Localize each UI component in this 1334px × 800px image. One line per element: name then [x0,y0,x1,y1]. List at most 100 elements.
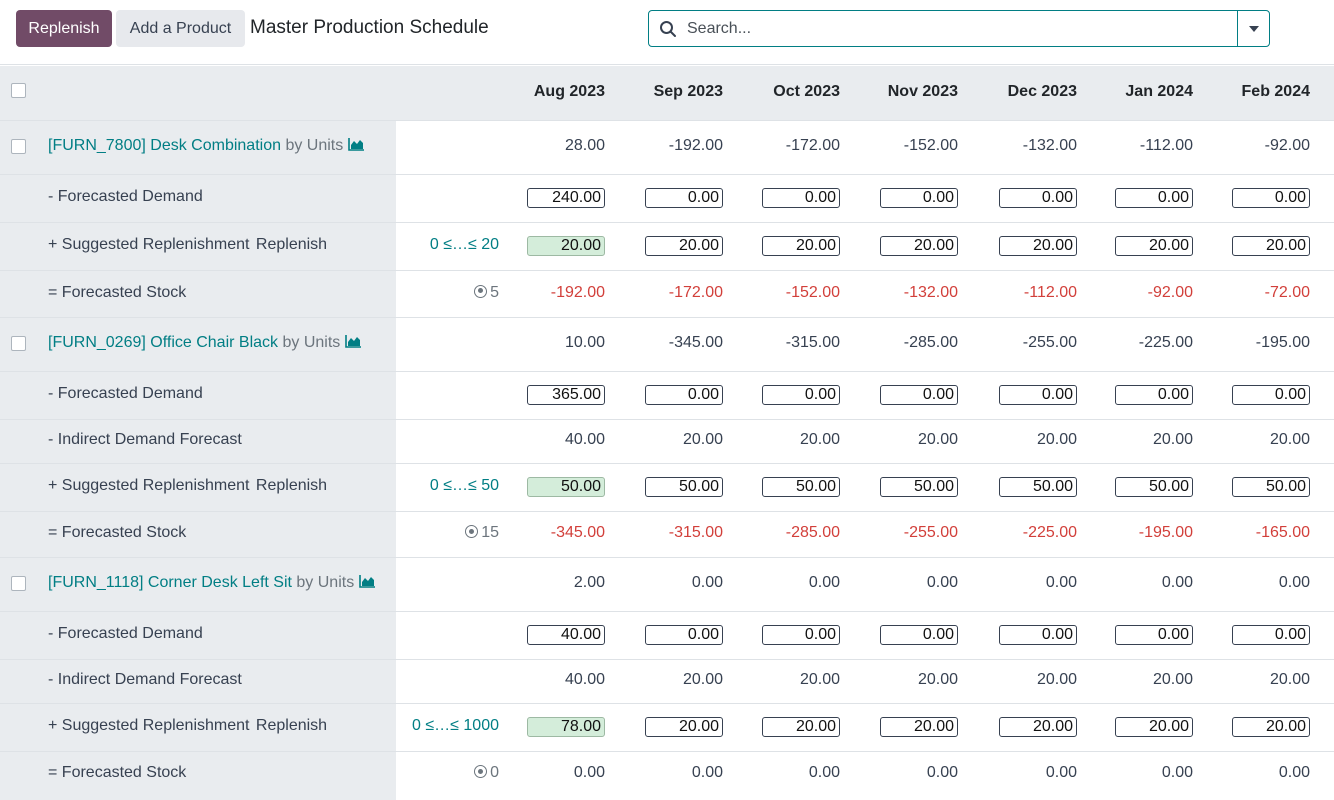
forecasted-demand-input[interactable]: 0.00 [880,188,958,208]
stock-value: -195.00 [1255,334,1310,351]
product-link[interactable]: [FURN_0269] Office Chair Black [48,334,279,351]
month-header: Aug 2023 [533,83,605,100]
row-separator [0,703,1334,704]
product-checkbox[interactable] [11,576,26,591]
replenishment-input[interactable]: 78.00 [527,717,605,737]
replenish-link[interactable]: Replenish [255,477,328,494]
search-input[interactable]: Search... [687,20,752,37]
forecasted-demand-input[interactable]: 0.00 [645,385,723,405]
product-checkbox[interactable] [11,336,26,351]
stock-value: -345.00 [668,334,723,351]
replenishment-input[interactable]: 20.00 [1232,236,1310,256]
replenishment-input[interactable]: 20.00 [645,717,723,737]
add-product-button[interactable]: Add a Product [116,10,245,47]
forecasted-stock-value: -132.00 [903,283,958,301]
replenishment-input[interactable]: 50.00 [999,477,1077,497]
forecasted-demand-input[interactable]: 0.00 [999,625,1077,645]
forecasted-demand-input[interactable]: 0.00 [762,385,840,405]
forecasted-stock-value: 0.00 [808,764,840,781]
forecasted-stock-value: -192.00 [550,283,605,301]
indirect-demand-value: 40.00 [564,431,605,448]
forecasted-demand-input[interactable]: 0.00 [762,625,840,645]
suggested-replenishment-text: + Suggested Replenishment [48,717,250,734]
forecasted-demand-input[interactable]: 0.00 [645,625,723,645]
row-separator [0,419,1334,420]
forecasted-demand-input[interactable]: 0.00 [1115,188,1193,208]
indirect-demand-value: 20.00 [1152,671,1193,688]
select-all-checkbox[interactable] [11,83,26,98]
forecasted-stock-value: -195.00 [1138,524,1193,541]
area-chart-icon[interactable] [348,137,365,151]
replenishment-input[interactable]: 50.00 [762,477,840,497]
indirect-demand-value: 20.00 [799,431,840,448]
replenishment-input[interactable]: 20.00 [999,717,1077,737]
replenishment-input[interactable]: 50.00 [1115,477,1193,497]
replenishment-input[interactable]: 50.00 [527,477,605,497]
forecasted-demand-input[interactable]: 40.00 [527,625,605,645]
row-separator [0,222,1334,223]
replenishment-input[interactable]: 20.00 [880,717,958,737]
product-name: [FURN_7800] Desk Combination by Units [48,137,365,155]
replenishment-input[interactable]: 20.00 [1232,717,1310,737]
forecasted-stock-value: 0.00 [1161,764,1193,781]
replenish-link[interactable]: Replenish [255,236,328,253]
row-separator [0,511,1334,512]
row-separator [0,371,1334,372]
forecasted-demand-label: - Forecasted Demand [48,385,203,402]
forecasted-demand-input[interactable]: 0.00 [1115,385,1193,405]
suggested-replenishment-text: + Suggested Replenishment [48,236,250,253]
indirect-demand-value: 20.00 [917,431,958,448]
stock-value: 0.00 [1161,574,1193,591]
search-icon [660,21,676,37]
forecasted-demand-input[interactable]: 0.00 [1232,188,1310,208]
forecasted-demand-input[interactable]: 0.00 [880,385,958,405]
indirect-demand-value: 20.00 [1152,431,1193,448]
product-link[interactable]: [FURN_1118] Corner Desk Left Sit [48,574,292,591]
replenish-range[interactable]: 0 ≤…≤ 20 [429,236,499,253]
stock-value: 2.00 [573,574,605,591]
forecasted-demand-input[interactable]: 0.00 [880,625,958,645]
replenishment-input[interactable]: 20.00 [527,236,605,256]
stock-value: 0.00 [808,574,840,591]
product-name: [FURN_0269] Office Chair Black by Units [48,334,362,352]
replenishment-input[interactable]: 50.00 [1232,477,1310,497]
replenish-range[interactable]: 0 ≤…≤ 50 [429,477,499,494]
indirect-demand-label: - Indirect Demand Forecast [48,431,242,448]
replenishment-input[interactable]: 50.00 [645,477,723,497]
stock-value: -315.00 [785,334,840,351]
forecasted-demand-input[interactable]: 0.00 [1115,625,1193,645]
replenishment-input[interactable]: 20.00 [1115,236,1193,256]
row-separator [0,270,1334,271]
search-bar[interactable]: Search... [648,10,1270,47]
replenish-button[interactable]: Replenish [16,10,112,47]
control-panel: Replenish Add a Product Master Productio… [0,0,1334,65]
forecasted-demand-input[interactable]: 0.00 [999,385,1077,405]
forecasted-stock-value: 0.00 [926,764,958,781]
search-options-toggle[interactable] [1237,11,1269,46]
replenishment-input[interactable]: 20.00 [645,236,723,256]
product-uom: by Units [282,334,341,351]
target-icon [465,525,479,538]
safety-stock: 5 [474,284,499,302]
forecasted-demand-input[interactable]: 365.00 [527,385,605,405]
area-chart-icon[interactable] [359,574,376,588]
forecasted-demand-input[interactable]: 0.00 [999,188,1077,208]
forecasted-demand-input[interactable]: 0.00 [1232,385,1310,405]
forecasted-stock-value: -225.00 [1022,524,1077,541]
product-link[interactable]: [FURN_7800] Desk Combination [48,137,281,154]
replenish-range[interactable]: 0 ≤…≤ 1000 [412,717,499,734]
replenish-link[interactable]: Replenish [255,717,328,734]
forecasted-demand-input[interactable]: 0.00 [1232,625,1310,645]
forecasted-demand-input[interactable]: 0.00 [645,188,723,208]
replenishment-input[interactable]: 20.00 [762,717,840,737]
forecasted-stock-value: -152.00 [785,283,840,301]
forecasted-demand-input[interactable]: 0.00 [762,188,840,208]
area-chart-icon[interactable] [345,334,362,348]
replenishment-input[interactable]: 50.00 [880,477,958,497]
replenishment-input[interactable]: 20.00 [762,236,840,256]
replenishment-input[interactable]: 20.00 [999,236,1077,256]
replenishment-input[interactable]: 20.00 [880,236,958,256]
forecasted-demand-input[interactable]: 240.00 [527,188,605,208]
replenishment-input[interactable]: 20.00 [1115,717,1193,737]
product-checkbox[interactable] [11,139,26,154]
